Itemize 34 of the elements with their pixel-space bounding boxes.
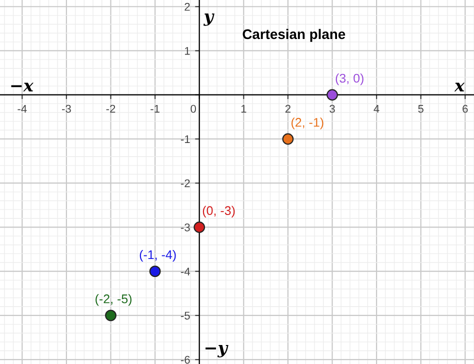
y-tick-label: -4 [180,268,190,276]
y-tick-label: -1 [180,135,190,144]
x-axis-title: x [454,82,465,92]
x-tick-label: 6 [462,104,468,113]
annotation: (2, -1) [291,118,324,130]
annotation: (-1, -4) [140,250,176,262]
y-axis-title: y [203,13,214,26]
x-tick-label: 0 [190,104,196,113]
y-tick-label: -3 [180,223,190,232]
x-tick-label: -4 [18,104,27,113]
point [149,266,161,278]
x-tick-label: 4 [374,104,380,113]
x-tick-label: 2 [285,104,290,113]
point [282,133,294,145]
annotation: (-2, -5) [96,294,132,306]
text: Cartesian plane [242,28,346,42]
annotation: −x [11,82,34,92]
x-tick-label: 5 [418,104,424,113]
y-tick-label: 2 [184,2,190,11]
y-tick-label: -2 [180,179,190,188]
annotation: (3, 0) [336,73,364,86]
x-tick-label: -1 [150,104,160,113]
x-tick-label: 1 [241,104,246,113]
y-tick-label: -6 [180,356,190,364]
y-tick-label: -5 [180,312,190,320]
point [326,89,338,101]
point [105,310,116,322]
x-tick-label: -3 [62,104,71,113]
x-tick-label: 3 [330,104,335,113]
annotation: (0, -3) [202,206,235,218]
x-tick-label: -2 [106,104,116,113]
annotation: −y [206,345,228,358]
point [194,222,206,233]
y-tick-label: 1 [184,47,190,55]
